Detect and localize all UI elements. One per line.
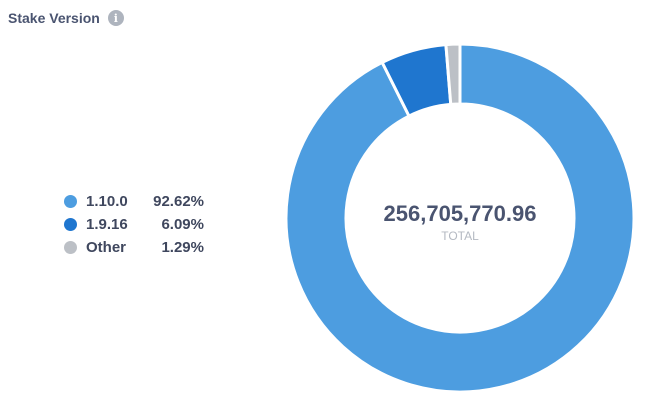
legend-label: 1.9.16 <box>86 216 128 233</box>
card-title: Stake Version <box>8 10 100 26</box>
legend-item[interactable]: Other 1.29% <box>64 237 204 258</box>
legend-dot-icon <box>64 195 77 208</box>
legend-label: Other <box>86 239 127 256</box>
legend-percent: 1.29% <box>161 239 204 256</box>
legend-item[interactable]: 1.9.16 6.09% <box>64 214 204 235</box>
info-icon[interactable]: i <box>107 10 124 26</box>
chart-legend: 1.10.0 92.62% 1.9.16 6.09% Other 1.29% <box>64 191 204 258</box>
donut-slices <box>284 42 636 394</box>
legend-dot-icon <box>64 241 77 254</box>
legend-item[interactable]: 1.10.0 92.62% <box>64 191 204 212</box>
legend-dot-icon <box>64 218 77 231</box>
center-total-value: 256,705,770.96 <box>384 201 537 226</box>
donut-slice-1-10-0[interactable] <box>284 42 636 394</box>
legend-label: 1.10.0 <box>86 193 128 210</box>
donut-slice-other[interactable] <box>444 42 462 106</box>
legend-percent: 92.62% <box>153 193 204 210</box>
card-header: Stake Version i <box>8 10 124 26</box>
center-total-label: TOTAL <box>441 229 479 243</box>
legend-percent: 6.09% <box>161 216 204 233</box>
